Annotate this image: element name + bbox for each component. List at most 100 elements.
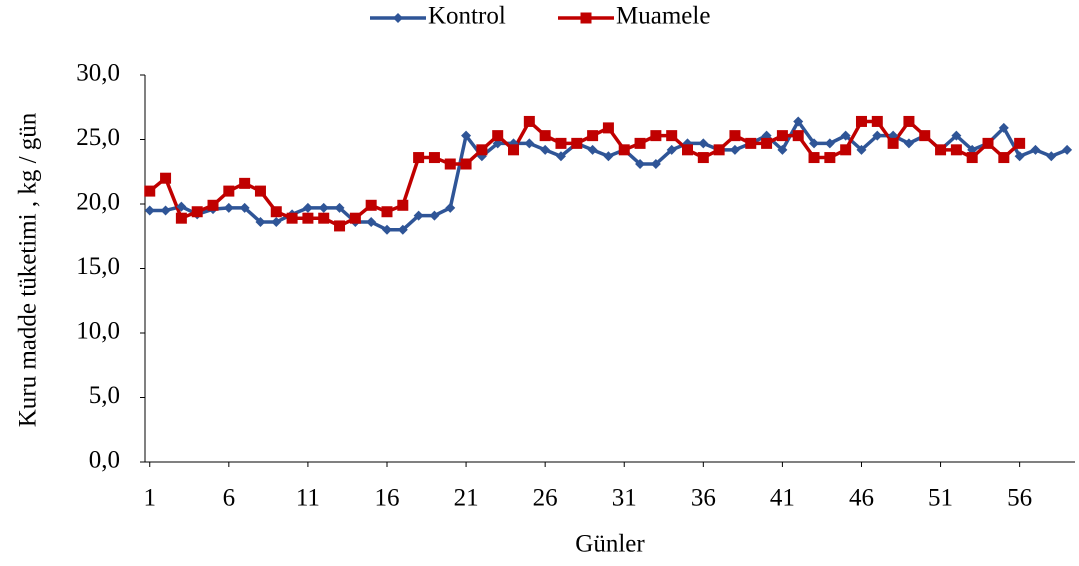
marker xyxy=(792,130,804,142)
marker xyxy=(697,152,709,164)
marker xyxy=(951,130,962,141)
marker xyxy=(745,137,757,149)
marker xyxy=(239,177,251,189)
y-tick-label: 10,0 xyxy=(76,318,120,345)
y-tick-label: 5,0 xyxy=(89,382,120,409)
marker xyxy=(919,130,931,142)
marker xyxy=(935,144,947,156)
marker xyxy=(239,202,250,213)
marker xyxy=(603,151,614,162)
marker xyxy=(618,144,630,156)
y-tick-label: 15,0 xyxy=(76,253,120,280)
x-tick-label: 56 xyxy=(1007,485,1032,512)
marker xyxy=(381,206,393,218)
marker xyxy=(508,144,520,156)
marker xyxy=(523,115,535,127)
marker xyxy=(413,152,425,164)
marker xyxy=(729,130,741,142)
marker xyxy=(1014,151,1025,162)
marker xyxy=(824,138,835,149)
marker xyxy=(144,185,156,197)
marker xyxy=(476,144,488,156)
marker xyxy=(856,144,867,155)
marker xyxy=(809,138,820,149)
marker xyxy=(254,185,266,197)
marker xyxy=(207,199,219,211)
marker xyxy=(286,212,298,224)
marker xyxy=(871,115,883,127)
marker xyxy=(903,115,915,127)
marker xyxy=(334,202,345,213)
marker xyxy=(271,217,282,228)
marker xyxy=(1014,137,1026,149)
marker xyxy=(365,199,377,211)
marker xyxy=(950,144,962,156)
marker xyxy=(855,115,867,127)
marker xyxy=(666,144,677,155)
marker xyxy=(555,137,567,149)
marker xyxy=(729,144,740,155)
marker xyxy=(191,206,203,218)
marker xyxy=(824,152,836,164)
legend-label: Muamele xyxy=(616,3,710,30)
y-tick-label: 25,0 xyxy=(76,124,120,151)
marker xyxy=(761,137,773,149)
marker xyxy=(682,144,693,156)
y-tick-label: 0,0 xyxy=(89,447,120,474)
x-tick-label: 16 xyxy=(374,485,399,512)
marker xyxy=(160,172,172,184)
marker xyxy=(698,138,709,149)
x-tick-label: 41 xyxy=(770,485,795,512)
marker xyxy=(982,137,994,149)
marker xyxy=(998,122,1009,133)
marker xyxy=(144,205,155,216)
marker xyxy=(334,220,346,232)
marker xyxy=(429,210,440,221)
marker xyxy=(444,158,456,170)
marker xyxy=(255,217,266,228)
marker xyxy=(461,130,472,141)
marker xyxy=(492,130,504,142)
marker xyxy=(634,137,646,149)
marker xyxy=(445,202,456,213)
marker xyxy=(539,130,551,142)
marker xyxy=(776,130,788,142)
x-tick-label: 1 xyxy=(143,485,156,512)
x-tick-label: 21 xyxy=(454,485,479,512)
marker xyxy=(366,217,377,228)
marker xyxy=(635,159,646,170)
marker xyxy=(223,185,235,197)
marker xyxy=(555,151,566,162)
x-tick-label: 36 xyxy=(691,485,716,512)
marker xyxy=(318,202,329,213)
marker xyxy=(223,202,234,213)
x-tick-label: 6 xyxy=(223,485,236,512)
y-axis-title: Kuru madde tüketimi , kg / gün xyxy=(15,112,42,427)
marker xyxy=(397,224,408,235)
marker xyxy=(777,144,788,155)
marker xyxy=(650,159,661,170)
marker xyxy=(318,212,330,224)
marker xyxy=(580,12,592,24)
marker xyxy=(713,144,725,156)
legend-label: Kontrol xyxy=(428,3,506,30)
marker xyxy=(397,199,409,211)
y-tick-label: 30,0 xyxy=(76,60,120,87)
marker xyxy=(381,224,392,235)
marker xyxy=(349,212,361,224)
y-tick-label: 20,0 xyxy=(76,189,120,216)
x-tick-label: 11 xyxy=(296,485,320,512)
marker xyxy=(666,130,678,142)
marker xyxy=(966,152,978,164)
marker xyxy=(176,201,187,212)
x-tick-label: 46 xyxy=(849,485,874,512)
x-tick-label: 31 xyxy=(612,485,637,512)
marker xyxy=(393,13,403,23)
marker xyxy=(840,130,851,141)
marker xyxy=(808,152,820,164)
marker xyxy=(413,210,424,221)
marker xyxy=(602,122,614,134)
marker xyxy=(524,138,535,149)
marker xyxy=(428,152,440,164)
